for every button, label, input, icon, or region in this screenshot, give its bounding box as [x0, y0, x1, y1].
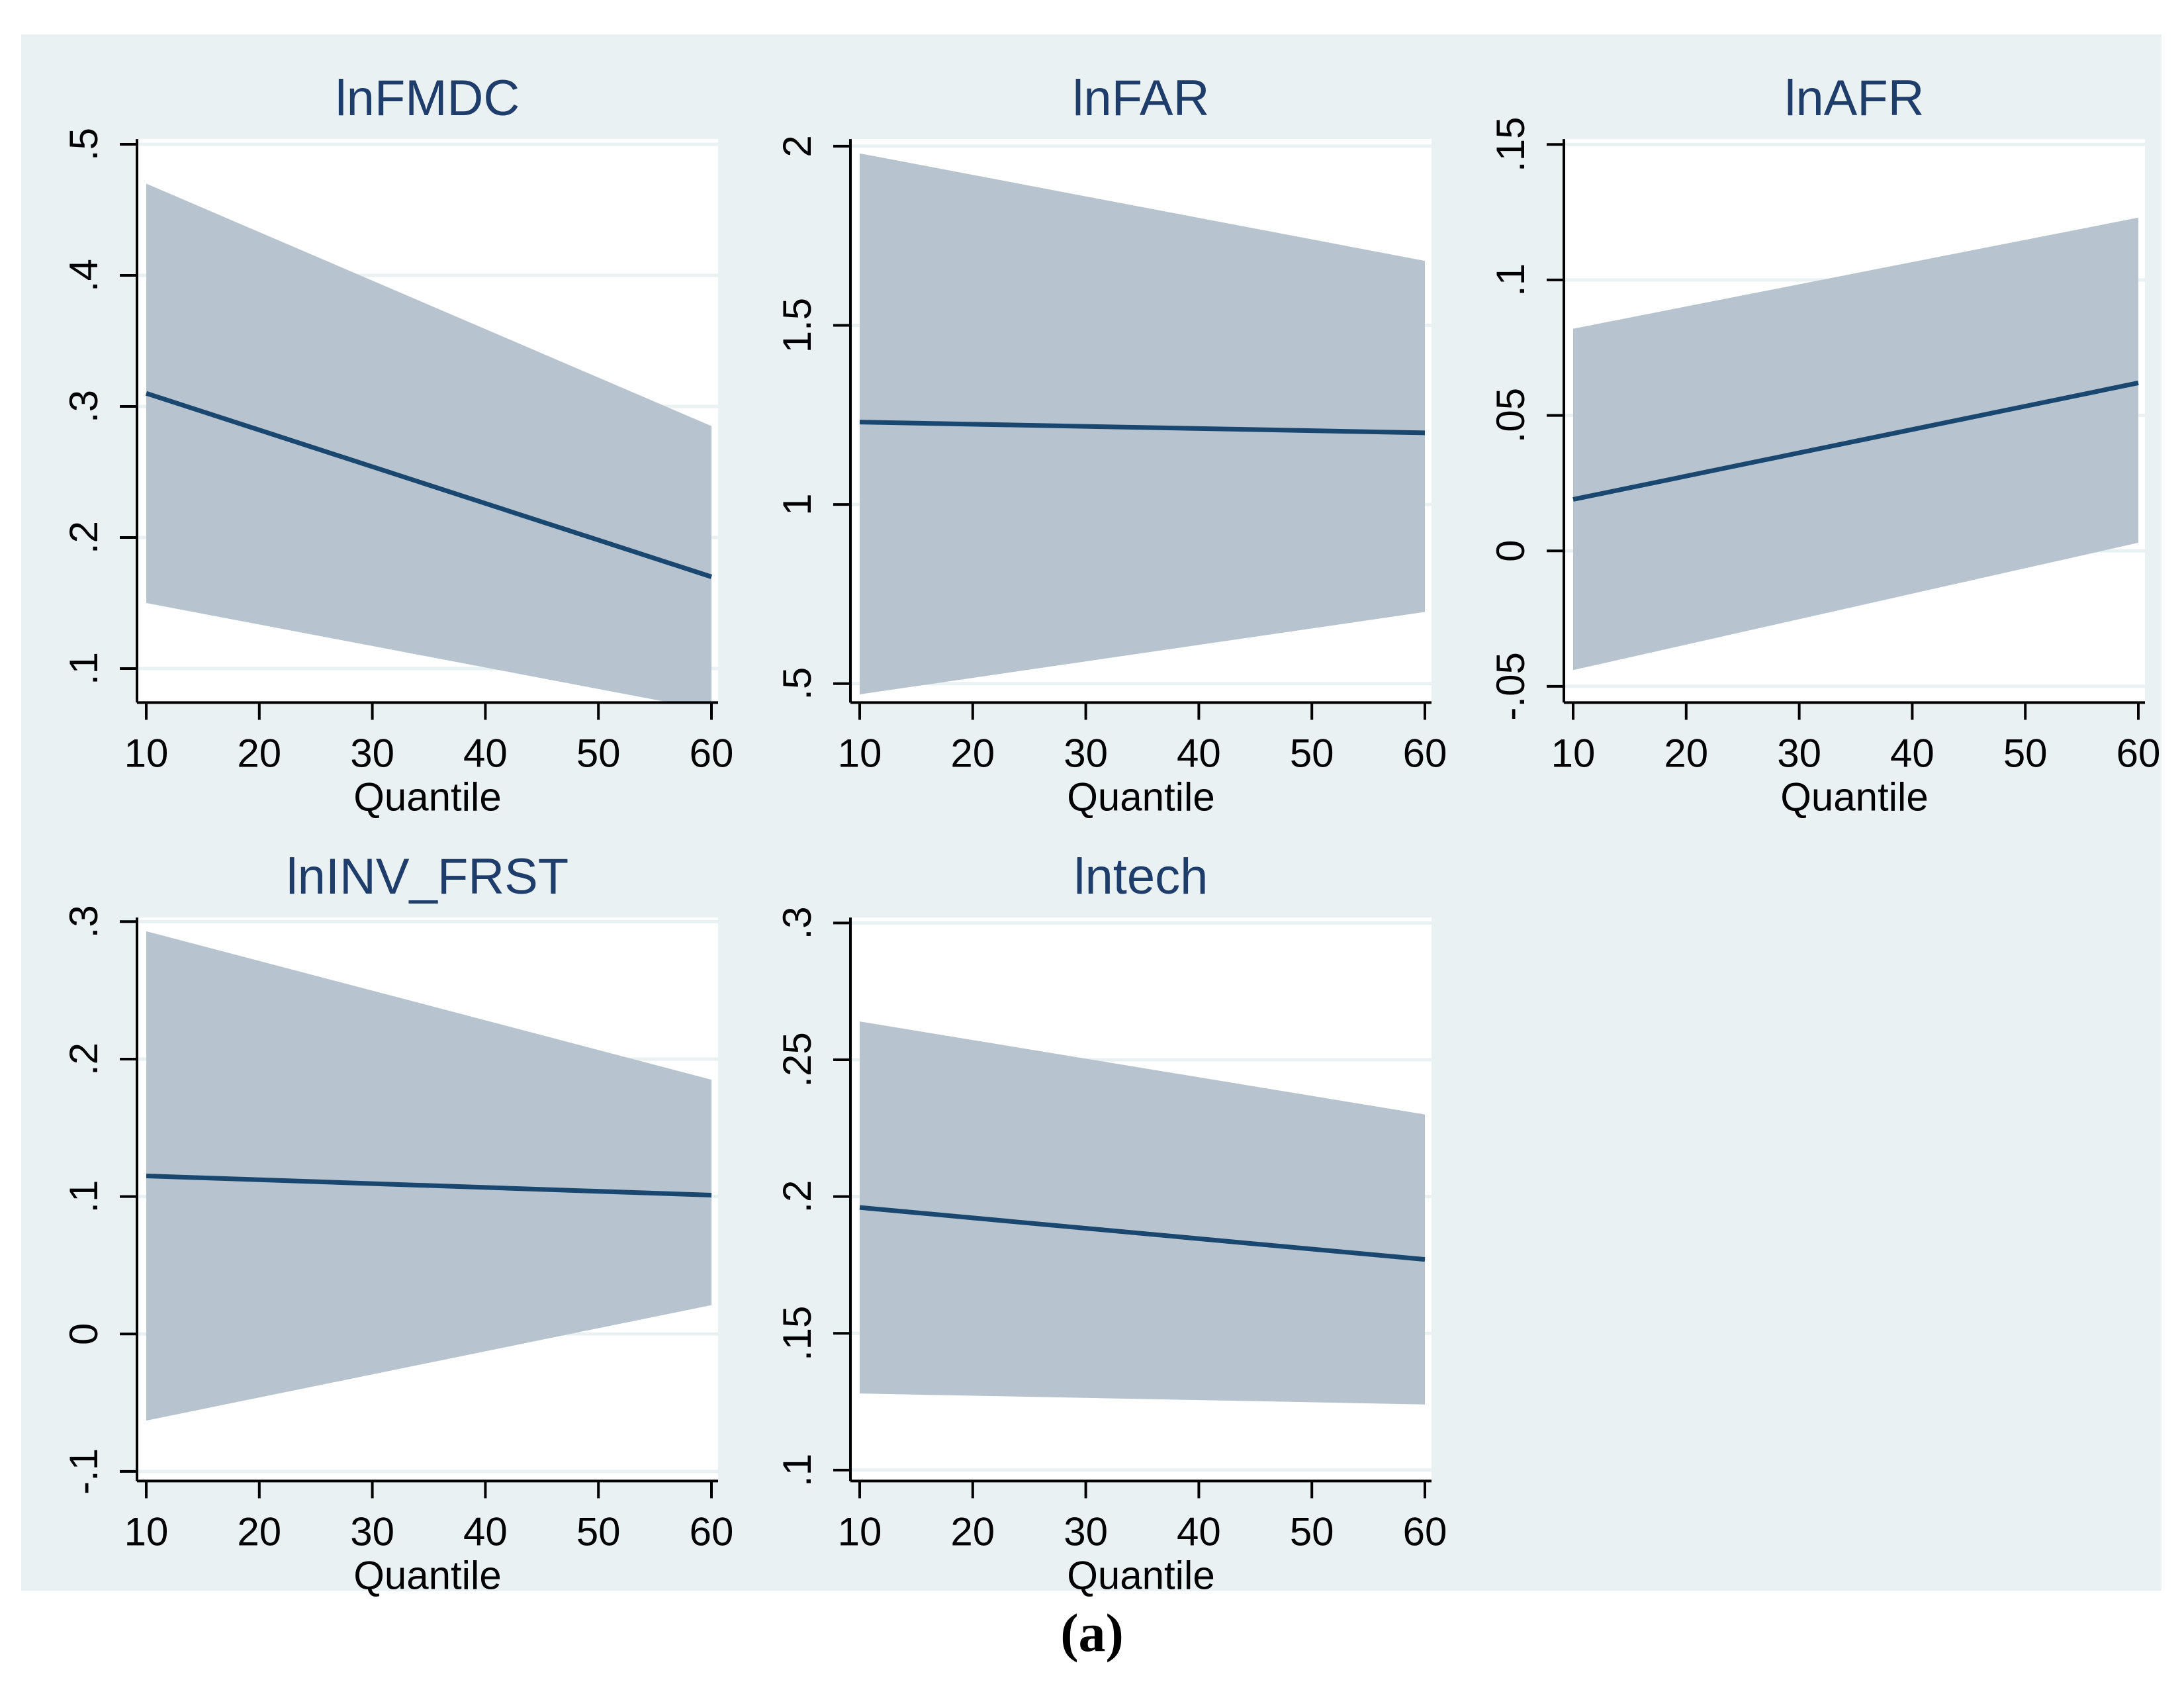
x-tick-label: 20: [237, 1509, 281, 1554]
y-tick-label: .2: [62, 521, 106, 554]
subplot-lntech: .1 .15 .2 .25 .3 10 20 30 40 50 60 Quantile lntech: [735, 813, 1448, 1597]
subplot-lnINV_FRST: -.1 0 .1 .2 .3 10 20 30 40 50 60 Quantile lnINV_FRST: [21, 813, 735, 1597]
fit-line: [1572, 381, 2139, 502]
chart-lnINV_FRST: -.1 0 .1 .2 .3 10 20 30 40 50 60 Quantile lnINV_FRST: [62, 849, 734, 1597]
x-tick-label: 60: [1403, 731, 1447, 775]
x-tick-label: 50: [576, 731, 621, 775]
y-tick-label: .15: [1488, 117, 1533, 172]
chart-lnAFR: -.05 0 .05 .1 .15 10 20 30 40 50 60 Quantile lnAFR: [1488, 70, 2161, 819]
figure-caption: (a): [1060, 1603, 1124, 1663]
y-tick-label: .3: [62, 905, 106, 938]
y-tick-label: .1: [1488, 263, 1533, 297]
subplot-lnFAR: .5 1 1.5 2 10 20 30 40 50 60 Quantile lnFAR: [735, 34, 1448, 819]
subplot-lnFMDC: .1 .2 .3 .4 .5 10 20 30 40 50 60 Quantile lnFMDC: [21, 34, 735, 819]
x-tick-label: 10: [838, 1509, 882, 1554]
x-tick-label: 60: [1403, 1509, 1447, 1554]
y-tick-label: 0: [62, 1323, 106, 1344]
x-tick-label: 20: [237, 731, 281, 775]
y-tick-label: -.05: [1488, 652, 1533, 720]
x-tick-label: 60: [690, 1509, 734, 1554]
x-tick-label: 50: [2003, 731, 2048, 775]
chart-lnFMDC: .1 .2 .3 .4 .5 10 20 30 40 50 60 Quantile lnFMDC: [62, 70, 734, 819]
y-tick-label: 1.5: [775, 298, 819, 353]
x-tick-label: 10: [124, 1509, 169, 1554]
x-axis-title: Quantile: [1780, 774, 1928, 819]
x-tick-label: 10: [838, 731, 882, 775]
y-tick-label: .5: [775, 667, 819, 700]
confidence-band: [146, 183, 711, 703]
empty-cell: [1448, 813, 2161, 1591]
y-tick-label: .3: [775, 906, 819, 939]
x-tick-label: 30: [1777, 731, 1821, 775]
y-tick-label: .15: [775, 1305, 819, 1360]
y-tick-label: .1: [62, 652, 106, 685]
x-tick-label: 40: [1177, 1509, 1221, 1554]
fit-line: [145, 391, 713, 579]
y-tick-label: .5: [62, 128, 106, 161]
chart-lntech: .1 .15 .2 .25 .3 10 20 30 40 50 60 Quantile lntech: [775, 849, 1447, 1597]
x-tick-label: 60: [2116, 731, 2161, 775]
x-axis-title: Quantile: [353, 1553, 501, 1597]
x-tick-label: 30: [1064, 1509, 1108, 1554]
x-tick-label: 10: [1551, 731, 1596, 775]
y-tick-label: .2: [62, 1042, 106, 1075]
x-tick-label: 50: [1290, 731, 1334, 775]
x-tick-label: 50: [1290, 1509, 1334, 1554]
y-tick-label: .25: [775, 1032, 819, 1087]
x-tick-label: 30: [350, 731, 394, 775]
y-tick-label: -.1: [62, 1448, 106, 1494]
x-tick-label: 20: [950, 1509, 995, 1554]
x-tick-label: 10: [124, 731, 169, 775]
x-tick-label: 40: [1890, 731, 1934, 775]
x-tick-label: 40: [1177, 731, 1221, 775]
x-axis-title: Quantile: [1067, 1553, 1214, 1597]
y-tick-label: 2: [775, 135, 819, 157]
y-tick-label: .3: [62, 390, 106, 423]
fit-line: [859, 1205, 1426, 1262]
quantile-regression-figure: .1.2.3.4.5 10 20 30 40 50 60 Quantile lnFMDC .5 1…: [21, 34, 2161, 1597]
y-tick-label: 1: [775, 493, 819, 515]
x-axis-title: Quantile: [353, 774, 501, 819]
y-tick-label: .1: [62, 1180, 106, 1213]
confidence-band: [146, 931, 711, 1421]
subplot-title: lntech: [1074, 849, 1208, 905]
x-tick-label: 40: [463, 731, 508, 775]
confidence-band: [860, 153, 1425, 694]
subplot-title: lnFMDC: [336, 70, 520, 126]
subplot-title: lnFAR: [1073, 70, 1210, 126]
subplot-title: lnINV_FRST: [287, 849, 569, 905]
subplot-grid: .1.2.3.4.5 10 20 30 40 50 60 Quantile lnFMDC .5 1…: [21, 34, 2161, 1597]
x-tick-label: 20: [1664, 731, 1708, 775]
fit-line: [146, 1173, 712, 1197]
x-tick-label: 50: [576, 1509, 621, 1554]
subplot-title: lnAFR: [1784, 70, 1924, 126]
x-tick-label: 30: [350, 1509, 394, 1554]
x-tick-label: 20: [950, 731, 995, 775]
y-tick-label: .4: [62, 259, 106, 292]
fit-line: [859, 420, 1426, 436]
x-tick-label: 60: [690, 731, 734, 775]
y-tick-label: 0: [1488, 540, 1533, 562]
subplot-lnAFR: -.05 0 .05 .1 .15 10 20 30 40 50 60 Quantile lnAFR: [1448, 34, 2161, 819]
confidence-band: [1573, 217, 2138, 671]
y-tick-label: .2: [775, 1180, 819, 1213]
x-tick-label: 30: [1064, 731, 1108, 775]
x-axis-title: Quantile: [1067, 774, 1214, 819]
y-tick-label: .1: [775, 1453, 819, 1486]
y-tick-label: .05: [1488, 388, 1533, 443]
confidence-band: [860, 1021, 1425, 1405]
x-tick-label: 40: [463, 1509, 508, 1554]
chart-lnFAR: .5 1 1.5 2 10 20 30 40 50 60 Quantile lnFAR: [775, 70, 1447, 819]
